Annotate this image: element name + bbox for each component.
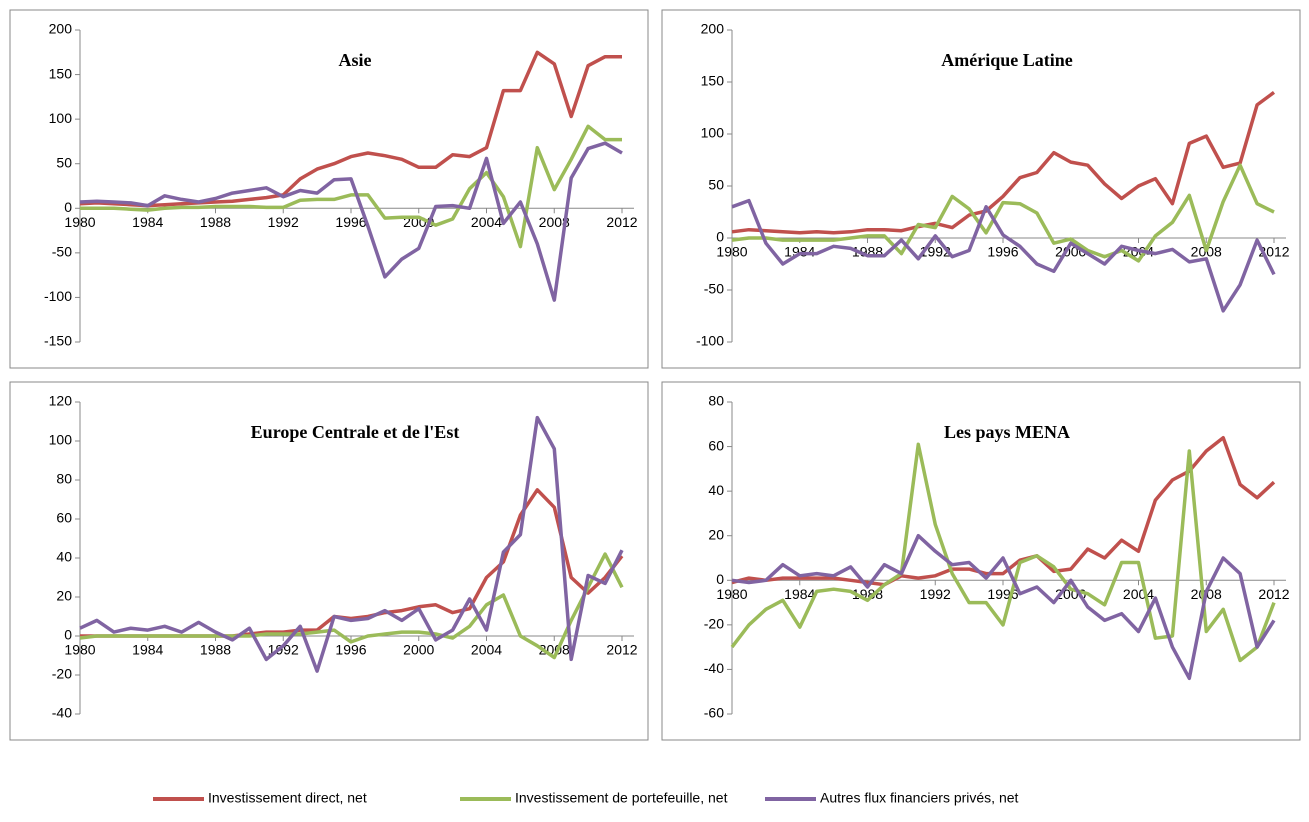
y-tick-label: 60 [708,437,724,453]
legend-entry: Investissement de portefeuille, net [460,790,728,806]
y-tick-label: -20 [704,616,724,632]
y-tick-label: -20 [52,666,72,682]
y-tick-label: 80 [708,393,724,409]
y-tick-label: -50 [52,244,72,260]
y-tick-label: -150 [44,333,72,349]
x-tick-label: 1980 [64,214,95,230]
y-tick-label: 0 [64,627,72,643]
x-tick-label: 1988 [200,214,231,230]
series-line [731,163,1275,263]
x-tick-label: 1984 [784,586,815,602]
series-line [731,198,1276,313]
x-tick-label: 1984 [132,642,163,658]
chart-title: Les pays MENA [944,422,1070,442]
y-tick-label: 80 [56,471,72,487]
x-tick-label: 1980 [64,642,95,658]
chart-title: Asie [339,50,372,70]
legend-entry: Autres flux financiers privés, net [765,790,1019,806]
chart-title: Amérique Latine [941,50,1072,70]
y-tick-label: -50 [704,281,724,297]
legend-entry: Investissement direct, net [153,790,367,806]
chart-title: Europe Centrale et de l'Est [251,422,460,442]
series-line [80,124,622,249]
x-tick-label: 1996 [335,642,366,658]
x-tick-label: 1980 [716,244,747,260]
y-tick-label: 0 [716,571,724,587]
panel: -150 -100 -50 0 50 100 150 200 1980 1984 1988 1992 1… [9,9,649,369]
x-tick-label: 2008 [539,214,570,230]
x-tick-label: 1996 [987,244,1018,260]
y-tick-label: -60 [704,705,724,721]
series-line [730,442,1276,663]
y-tick-label: 0 [716,229,724,245]
x-tick-label: 1992 [268,214,299,230]
x-tick-label: 2004 [471,642,502,658]
panel-frame [9,9,649,369]
x-tick-label: 2004 [471,214,502,230]
x-tick-label: 1984 [132,214,163,230]
legend-label: Investissement de portefeuille, net [515,790,728,806]
y-tick-label: 50 [56,154,72,170]
y-tick-label: 200 [701,21,725,37]
x-tick-label: 1992 [920,586,951,602]
series-line [79,552,624,660]
series-line [731,90,1276,235]
y-tick-label: 40 [708,482,724,498]
legend-label: Autres flux financiers privés, net [820,790,1019,806]
y-tick-label: 100 [701,125,725,141]
y-tick-label: 100 [49,432,73,448]
y-tick-label: 60 [56,510,72,526]
y-tick-label: 200 [49,21,73,37]
series-line [79,141,623,302]
y-tick-label: -100 [44,288,72,304]
y-tick-label: -40 [52,705,72,721]
series-line [79,50,622,208]
panel-frame [661,381,1301,741]
x-tick-label: 1980 [716,586,747,602]
y-tick-label: -100 [696,333,724,349]
x-tick-label: 2012 [606,642,637,658]
series-line [79,415,624,673]
y-tick-label: 120 [49,393,73,409]
y-tick-label: 150 [701,73,725,89]
x-tick-label: 1996 [335,214,366,230]
y-tick-label: 20 [56,588,72,604]
series-line [731,435,1276,587]
y-tick-label: 40 [56,549,72,565]
legend-label: Investissement direct, net [208,790,367,806]
y-tick-label: 0 [64,199,72,215]
y-tick-label: 50 [708,177,724,193]
x-tick-label: 1988 [200,642,231,658]
x-tick-label: 2012 [606,214,637,230]
x-tick-label: 2004 [1123,586,1154,602]
x-tick-label: 2012 [1258,586,1289,602]
panel-frame [9,381,649,741]
panel-frame [661,9,1301,369]
x-tick-label: 2000 [403,642,434,658]
y-tick-label: -40 [704,660,724,676]
y-tick-label: 150 [49,65,73,81]
y-tick-label: 20 [708,526,724,542]
x-tick-label: 1984 [784,244,815,260]
y-tick-label: 100 [49,110,73,126]
series-line [731,533,1276,681]
